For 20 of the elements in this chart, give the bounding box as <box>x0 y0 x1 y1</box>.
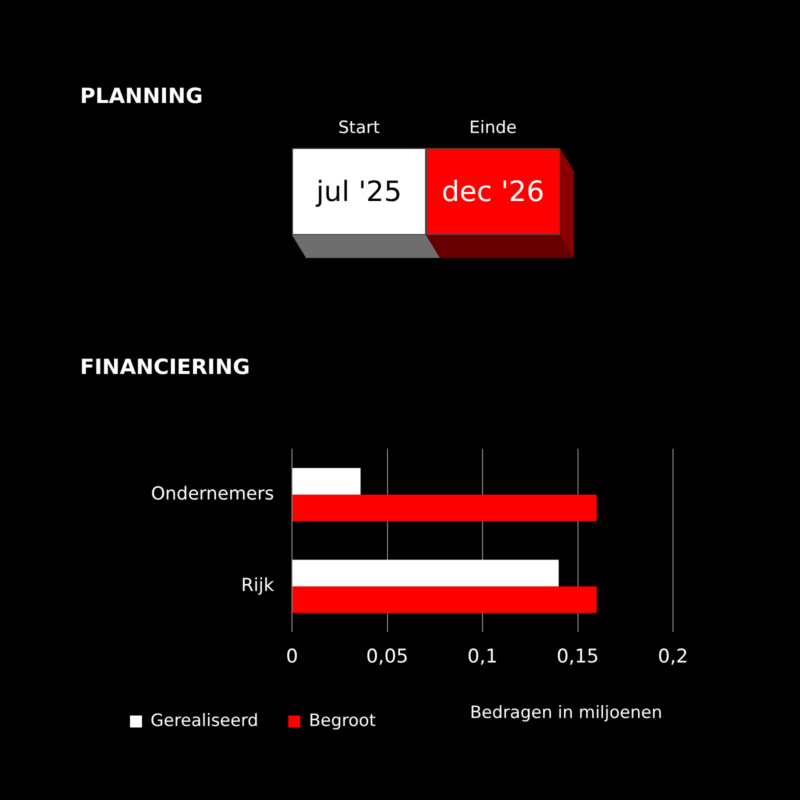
text: PLANNING <box>80 84 203 108</box>
x-tick-label: 0,15 <box>556 646 599 668</box>
y-tick-label: Ondernemers <box>150 483 274 504</box>
y-tick-label: Rijk <box>241 575 275 596</box>
bar <box>292 468 361 495</box>
x-tick-label: 0 <box>286 646 298 668</box>
text: dec '26 <box>442 175 544 208</box>
legend-label: Begroot <box>308 710 376 731</box>
category-label: Einde <box>468 118 518 138</box>
text: Bedragen in miljoenen <box>470 703 662 723</box>
bar <box>292 586 597 613</box>
bar <box>292 560 559 586</box>
text: jul '25 <box>316 175 402 208</box>
bar <box>292 494 597 522</box>
x-tick-label: 0,05 <box>366 646 408 668</box>
x-tick-label: 0,2 <box>658 646 688 668</box>
legend-label: Gerealiseerd <box>150 710 258 731</box>
category-label: Start <box>337 118 381 138</box>
x-tick-label: 0,1 <box>467 646 498 668</box>
chart-title: FINANCIERING <box>80 355 250 379</box>
